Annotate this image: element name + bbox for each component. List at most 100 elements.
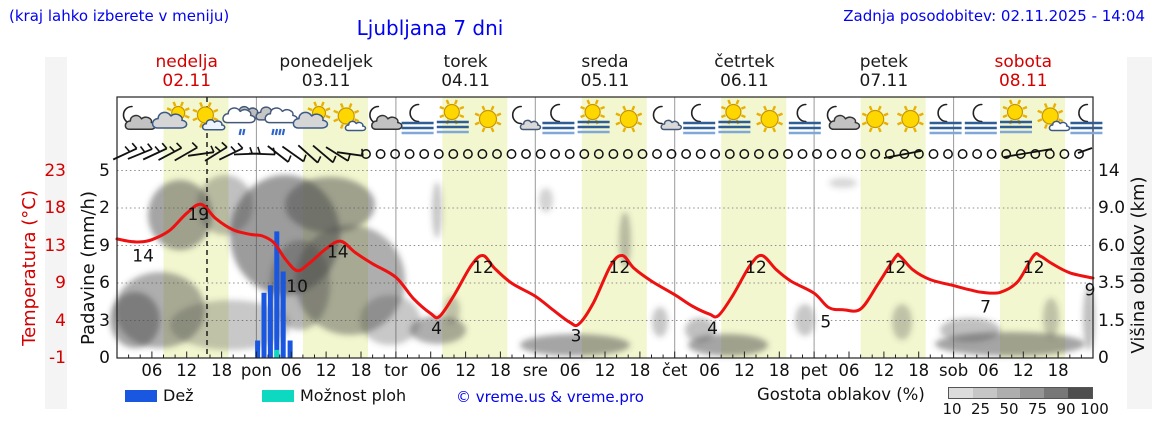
density-tick-100: 100 (1080, 400, 1109, 418)
wind-row (112, 141, 1093, 164)
day-date: 03.11 (301, 71, 351, 91)
weather-icon-moon-fog (964, 103, 997, 135)
day-name: sreda (581, 52, 629, 72)
x-axis-label-06: 06 (699, 361, 721, 380)
weather-icon-sun-fog (718, 99, 751, 134)
wind-barb (312, 144, 337, 164)
day-name: petek (859, 52, 908, 72)
svg-text:14: 14 (132, 247, 154, 267)
day-header-sreda: sreda 05.11 (535, 53, 674, 91)
temp-tick-9: 9 (55, 273, 66, 293)
right-axis-strip (1127, 57, 1152, 409)
x-axis-label-tor: tor (384, 361, 408, 380)
x-axis-label-18: 18 (350, 361, 372, 380)
wind-barb (267, 145, 292, 163)
weather-icon-sun (897, 105, 924, 133)
wind-barb (187, 145, 215, 157)
x-axis-label-čet: čet (661, 361, 688, 380)
wind-barb (158, 142, 183, 161)
cloud-height-tick-9.0: 9.0 (1098, 198, 1126, 218)
weather-icon-moon-fog (683, 103, 716, 135)
x-axis-label-18: 18 (1047, 361, 1069, 380)
cloud-height-tick-14: 14 (1098, 160, 1120, 181)
cloud-density-label: Gostota oblakov (%) (757, 385, 925, 404)
day-header-petek: petek 07.11 (814, 53, 953, 91)
x-axis-label-12: 12 (733, 361, 755, 380)
density-segment (1020, 388, 1045, 398)
svg-text:3: 3 (571, 327, 582, 347)
day-header-ponedeljek: ponedeljek 03.11 (256, 53, 395, 91)
last-update: Zadnja posodobitev: 02.11.2025 - 14:04 (843, 7, 1145, 25)
precip-tick-2: 2 (99, 198, 110, 218)
day-date: 06.11 (720, 71, 769, 91)
density-tick-50: 50 (999, 400, 1019, 418)
wind-streak (1003, 148, 1053, 158)
x-axis-label-06: 06 (977, 361, 999, 380)
weather-icon-moon-fog (542, 103, 575, 135)
weather-icon-moon-cloud-small (652, 105, 682, 131)
wind-barb (204, 141, 228, 162)
density-tick-90: 90 (1056, 400, 1076, 418)
x-axis-label-12: 12 (594, 361, 616, 380)
cloud-height-tick-3.5: 3.5 (1098, 273, 1126, 293)
x-axis-label-18: 18 (768, 361, 790, 380)
svg-text:10: 10 (286, 277, 308, 297)
temp-value-labels: 14 19 10 14 4 12 3 12 4 12 5 12 7 12 9 (132, 205, 1095, 346)
day-name: ponedeljek (279, 52, 373, 72)
x-axis-label-sob: sob (939, 361, 969, 380)
weather-icon-sun-fog (436, 99, 469, 134)
wind-barb (127, 143, 153, 160)
x-axis-label-18: 18 (908, 361, 930, 380)
svg-text:12: 12 (745, 258, 767, 278)
weather-icon-cloud-sun (292, 101, 331, 129)
wind-barb (112, 142, 138, 161)
wind-barb (218, 142, 244, 161)
x-axis-label-pet: pet (800, 361, 828, 380)
left-axis-strip (45, 57, 67, 409)
precip-tick-9: 9 (99, 235, 110, 256)
cloud-height-tick-0: 0 (1098, 348, 1109, 368)
page-title: Ljubljana 7 dni (356, 16, 504, 40)
temp-tick-18: 18 (44, 198, 66, 218)
x-axis-label-18: 18 (211, 361, 233, 380)
weather-icon-moon-cloud-small (511, 105, 542, 131)
x-axis-label-06: 06 (141, 361, 163, 380)
density-segment (1044, 388, 1069, 398)
day-date: 08.11 (998, 71, 1048, 91)
copyright-link[interactable]: © vreme.us & vreme.pro (456, 388, 644, 406)
wind-streak (883, 150, 922, 159)
temp-tick-13: 13 (44, 235, 66, 256)
x-axis-label-12: 12 (455, 361, 477, 380)
density-tick-75: 75 (1027, 400, 1048, 418)
day-name: četrtek (714, 52, 775, 72)
weather-icon-moon-cloud (369, 105, 403, 131)
day-date: 04.11 (441, 71, 490, 91)
temperature-line (115, 202, 1095, 328)
day-header-četrtek: četrtek 06.11 (675, 53, 814, 91)
x-axis-label-06: 06 (838, 361, 860, 380)
precip-tick-3: 3 (99, 310, 110, 331)
x-axis-label-12: 12 (873, 361, 895, 380)
day-header-sobota: sobota 08.11 (954, 53, 1093, 91)
svg-text:12: 12 (609, 258, 631, 278)
weather-icon-cloud-sun (151, 101, 190, 129)
location-hint: (kraj lahko izberete v meniju) (9, 7, 230, 25)
svg-text:7: 7 (980, 297, 991, 317)
cloud-height-tick-1.5: 1.5 (1098, 310, 1126, 331)
svg-text:4: 4 (707, 319, 718, 339)
weather-icons-row (122, 99, 1103, 136)
day-name: torek (443, 52, 488, 72)
x-axis-label-12: 12 (176, 361, 198, 380)
x-axis-label-12: 12 (315, 361, 337, 380)
weather-icon-moon-cloud (122, 105, 157, 131)
rain-legend-swatch (125, 390, 157, 402)
x-axis-label-18: 18 (489, 361, 511, 380)
day-date: 05.11 (580, 71, 630, 91)
day-date: 07.11 (859, 71, 909, 91)
density-segment (949, 388, 973, 398)
weather-icon-moon-fog (788, 103, 821, 135)
weather-icon-rain (222, 105, 262, 136)
svg-text:4: 4 (431, 319, 442, 339)
